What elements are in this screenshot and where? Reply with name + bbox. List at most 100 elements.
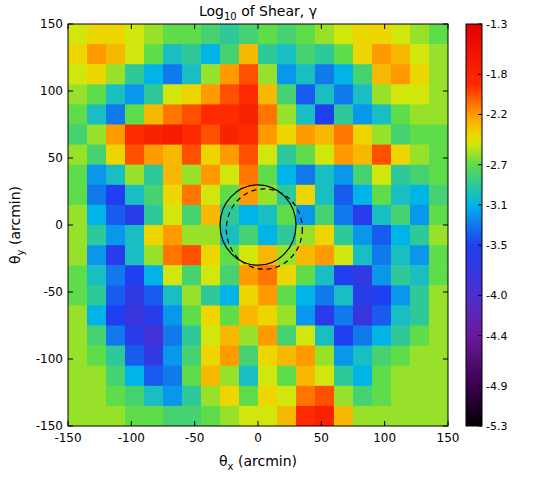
heat-cell bbox=[334, 245, 354, 266]
heat-cell bbox=[410, 24, 430, 45]
heat-cell bbox=[372, 245, 392, 266]
x-tick bbox=[68, 24, 69, 29]
heat-cell bbox=[372, 346, 392, 367]
heat-cell bbox=[201, 406, 221, 426]
heat-cell bbox=[68, 326, 88, 347]
heat-cell bbox=[258, 305, 278, 326]
heat-cell bbox=[68, 64, 88, 85]
heat-cell bbox=[68, 406, 88, 426]
heat-cell bbox=[277, 265, 297, 286]
heat-cell bbox=[372, 366, 392, 387]
heat-cell bbox=[106, 84, 126, 105]
colorbar-tick bbox=[478, 164, 482, 165]
heat-cell bbox=[296, 305, 316, 326]
heat-cell bbox=[296, 386, 316, 407]
heat-cell bbox=[201, 305, 221, 326]
heat-cell bbox=[315, 326, 335, 347]
heat-cell bbox=[315, 24, 335, 45]
heat-cell bbox=[106, 165, 126, 186]
heat-cell bbox=[391, 346, 411, 367]
heat-cell bbox=[201, 265, 221, 286]
heat-cell bbox=[391, 185, 411, 206]
heat-cell bbox=[429, 104, 448, 125]
heat-cell bbox=[144, 24, 164, 45]
heat-cell bbox=[410, 346, 430, 367]
heat-cell bbox=[410, 125, 430, 146]
y-tick bbox=[443, 292, 448, 293]
heat-cell bbox=[182, 125, 202, 146]
heat-cell bbox=[410, 386, 430, 407]
colorbar-tick-label: -1.3 bbox=[486, 18, 507, 31]
colorbar-tick bbox=[478, 335, 482, 336]
heat-cell bbox=[220, 225, 240, 246]
heat-cell bbox=[372, 386, 392, 407]
heat-cell bbox=[429, 285, 448, 306]
y-tick bbox=[68, 292, 73, 293]
x-tick bbox=[448, 24, 449, 29]
heat-cell bbox=[144, 245, 164, 266]
x-axis-title: θx (arcmin) bbox=[219, 453, 297, 472]
heat-cell bbox=[220, 165, 240, 186]
x-tick bbox=[384, 24, 385, 29]
heat-cell bbox=[353, 245, 373, 266]
heat-cell bbox=[429, 265, 448, 286]
heat-cell bbox=[163, 165, 183, 186]
heat-cell bbox=[277, 145, 297, 166]
colorbar-tick-label: -3.1 bbox=[486, 199, 507, 212]
circle-annotation bbox=[220, 185, 296, 265]
heat-cell bbox=[144, 64, 164, 85]
heat-cell bbox=[391, 145, 411, 166]
heat-cell bbox=[201, 44, 221, 65]
y-tick bbox=[443, 225, 448, 226]
heat-cell bbox=[106, 346, 126, 367]
heat-cell bbox=[201, 205, 221, 226]
heat-cell bbox=[106, 326, 126, 347]
heat-cell bbox=[429, 64, 448, 85]
y-tick bbox=[68, 225, 73, 226]
heat-cell bbox=[125, 245, 145, 266]
heat-cell bbox=[125, 285, 145, 306]
heat-cell bbox=[391, 305, 411, 326]
heat-cell bbox=[429, 185, 448, 206]
heat-cell bbox=[125, 265, 145, 286]
heat-cell bbox=[87, 205, 107, 226]
heat-cell bbox=[334, 145, 354, 166]
heat-cell bbox=[372, 44, 392, 65]
heat-cell bbox=[372, 225, 392, 246]
heat-cell bbox=[144, 366, 164, 387]
heat-cell bbox=[353, 104, 373, 125]
heat-cell bbox=[106, 185, 126, 206]
circles bbox=[220, 185, 302, 269]
heat-cell bbox=[87, 225, 107, 246]
heat-cell bbox=[277, 305, 297, 326]
heat-cell bbox=[182, 305, 202, 326]
heat-cell bbox=[258, 245, 278, 266]
heat-cell bbox=[258, 366, 278, 387]
heat-cell bbox=[182, 104, 202, 125]
colorbar-tick bbox=[478, 114, 482, 115]
heat-cell bbox=[220, 366, 240, 387]
heat-cell bbox=[334, 386, 354, 407]
heat-cell bbox=[68, 305, 88, 326]
heat-cell bbox=[68, 366, 88, 387]
heat-cell bbox=[144, 125, 164, 146]
heat-cell bbox=[277, 346, 297, 367]
heat-cell bbox=[334, 84, 354, 105]
heat-cell bbox=[239, 225, 259, 246]
heat-cell bbox=[182, 225, 202, 246]
heat-cell bbox=[239, 44, 259, 65]
heat-cell bbox=[68, 24, 88, 45]
heat-cell bbox=[125, 225, 145, 246]
heat-cell bbox=[144, 225, 164, 246]
heat-cell bbox=[277, 185, 297, 206]
heat-cell bbox=[87, 44, 107, 65]
heat-cell bbox=[106, 305, 126, 326]
heat-cell bbox=[144, 185, 164, 206]
heat-cell bbox=[277, 125, 297, 146]
y-tick-label: 50 bbox=[48, 151, 63, 165]
heat-cell bbox=[220, 24, 240, 45]
heat-cell bbox=[353, 285, 373, 306]
heat-cell bbox=[277, 24, 297, 45]
heat-cell bbox=[125, 386, 145, 407]
y-tick-label: 150 bbox=[40, 17, 63, 31]
